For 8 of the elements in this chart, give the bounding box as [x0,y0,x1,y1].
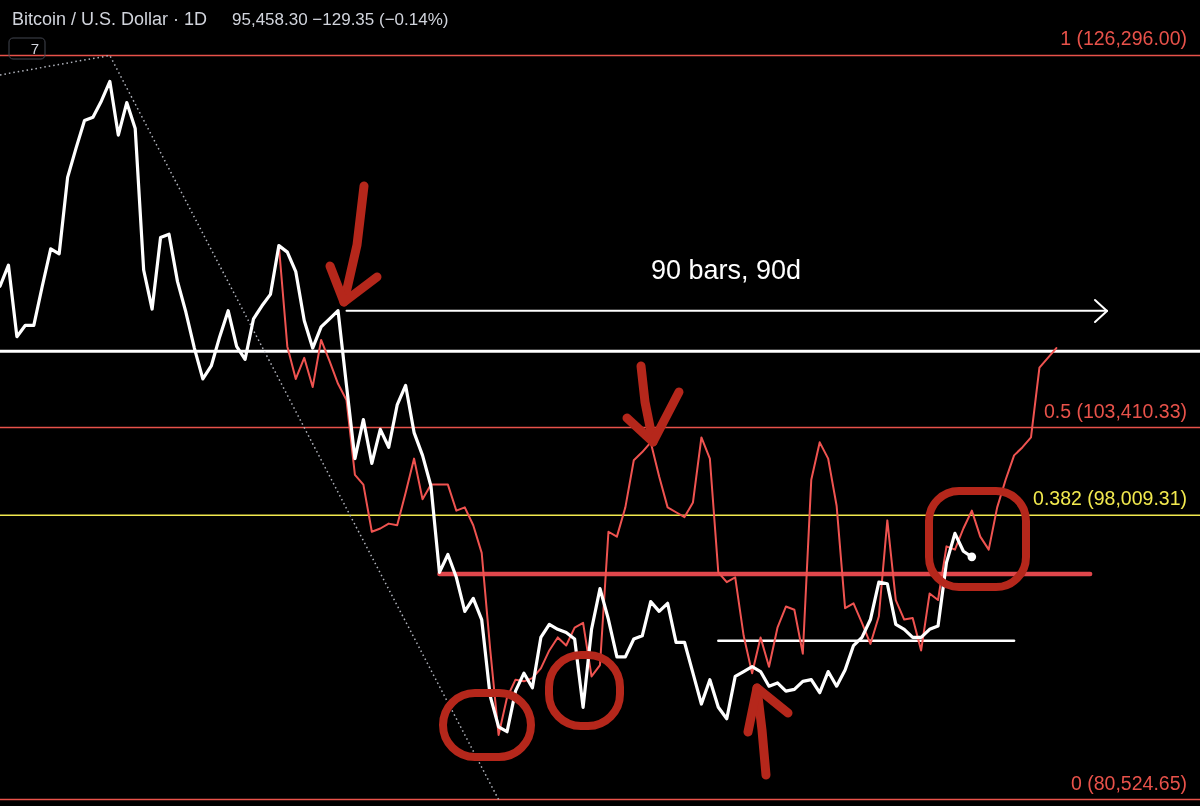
ref-line-label: 0.5 (103,410.33) [1043,399,1187,422]
annotation: 90 bars, 90d [650,255,802,285]
annotation: 7 [30,40,40,57]
ref-line-label: 0 (80,524.65) [1070,771,1187,794]
text: 95,458.30 −129.35 (−0.14%) [232,10,449,29]
ref-line-label: 1 (126,296.00) [1060,27,1187,50]
text: Bitcoin / U.S. Dollar · 1D [12,9,208,29]
ref-line-label: 0.382 (98,009.31) [1033,487,1187,510]
